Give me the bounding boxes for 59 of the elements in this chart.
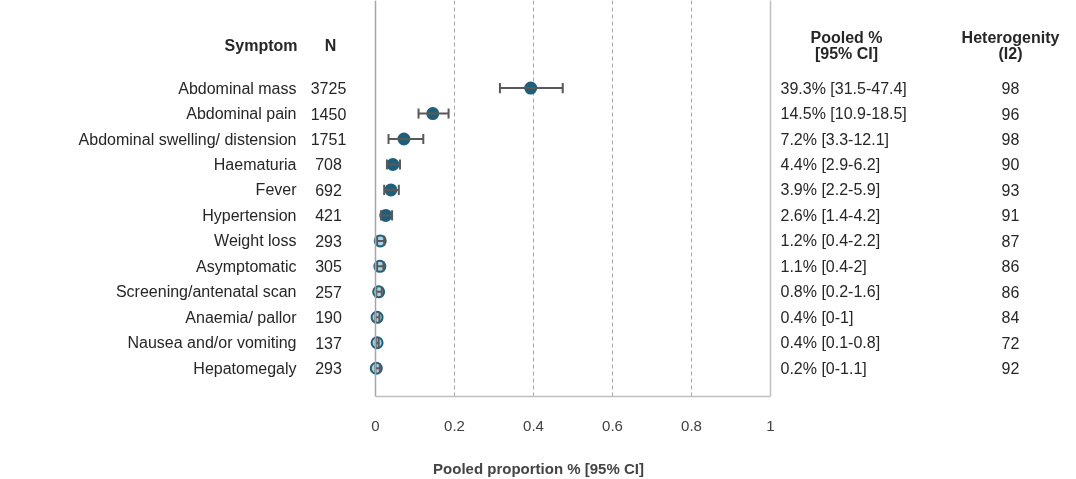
text: Heterogenity (I2) bbox=[961, 28, 1060, 62]
text: 708 bbox=[315, 156, 342, 174]
x-tick-label: 0.4 bbox=[523, 416, 544, 434]
y-tick-label: Abdominal swelling/ distension bbox=[78, 130, 297, 148]
text: 93 bbox=[1001, 181, 1020, 199]
text: 257 bbox=[315, 283, 342, 301]
y-tick-label: Anaemia/ pallor bbox=[185, 308, 298, 326]
text: 293 bbox=[315, 360, 342, 378]
x-tick-label: 0.2 bbox=[444, 416, 465, 434]
text: 4.4% [2.9-6.2] bbox=[780, 155, 881, 173]
y-tick-label: Hepatomegaly bbox=[193, 359, 297, 377]
text: 91 bbox=[1001, 207, 1020, 225]
text: 0.4% [0.1-0.8] bbox=[780, 334, 881, 352]
text: 421 bbox=[315, 207, 342, 225]
text: 7.2% [3.3-12.1] bbox=[780, 130, 890, 148]
y-tick-label: Screening/antenatal scan bbox=[115, 283, 297, 301]
text: 293 bbox=[315, 232, 342, 250]
x-tick-label: 1 bbox=[766, 416, 775, 434]
x-tick-label: 0.6 bbox=[602, 416, 623, 434]
text: 86 bbox=[1001, 283, 1020, 301]
text: 1.2% [0.4-2.2] bbox=[780, 232, 881, 250]
text: 692 bbox=[315, 181, 342, 199]
text: 86 bbox=[1001, 258, 1020, 276]
text: 84 bbox=[1001, 309, 1020, 327]
text: 1450 bbox=[310, 105, 347, 123]
text: 90 bbox=[1001, 156, 1020, 174]
text: 92 bbox=[1001, 360, 1020, 378]
y-tick-label: Asymptomatic bbox=[196, 257, 297, 275]
text: 137 bbox=[315, 334, 342, 352]
text: 190 bbox=[315, 309, 342, 327]
y-tick-label: Nausea and/or vomiting bbox=[127, 334, 297, 352]
text: Pooled % [95% CI] bbox=[810, 28, 883, 62]
text: 98 bbox=[1001, 131, 1020, 148]
y-tick-label: Hypertension bbox=[202, 206, 297, 224]
y-tick-label: Fever bbox=[255, 181, 298, 199]
x-tick-label: 0 bbox=[371, 416, 380, 434]
text: 2.6% [1.4-4.2] bbox=[780, 206, 881, 224]
text: 87 bbox=[1001, 232, 1020, 250]
text: 14.5% [10.9-18.5] bbox=[780, 105, 907, 123]
text: 1751 bbox=[310, 131, 347, 148]
text: 98 bbox=[1001, 80, 1020, 98]
text: Symptom bbox=[224, 36, 298, 54]
y-tick-label: Weight loss bbox=[214, 232, 297, 250]
x-axis-title: Pooled proportion % [95% CI] bbox=[433, 459, 644, 477]
x-tick-label: 0.8 bbox=[681, 416, 702, 434]
text: 3.9% [2.2-5.9] bbox=[780, 181, 881, 199]
text: 1.1% [0.4-2] bbox=[780, 257, 867, 275]
text: 0.8% [0.2-1.6] bbox=[780, 283, 881, 301]
y-tick-label: Haematuria bbox=[213, 155, 297, 173]
text: 96 bbox=[1001, 105, 1020, 123]
text: 0.4% [0-1] bbox=[780, 308, 854, 326]
y-tick-label: Abdominal pain bbox=[186, 105, 297, 123]
text: 305 bbox=[315, 258, 342, 276]
text: 39.3% [31.5-47.4] bbox=[780, 79, 907, 97]
y-tick-label: Abdominal mass bbox=[178, 79, 297, 97]
text: 0.2% [0-1.1] bbox=[780, 359, 867, 377]
text: 72 bbox=[1001, 334, 1020, 352]
text: N bbox=[324, 36, 337, 54]
text: 3725 bbox=[310, 80, 347, 98]
